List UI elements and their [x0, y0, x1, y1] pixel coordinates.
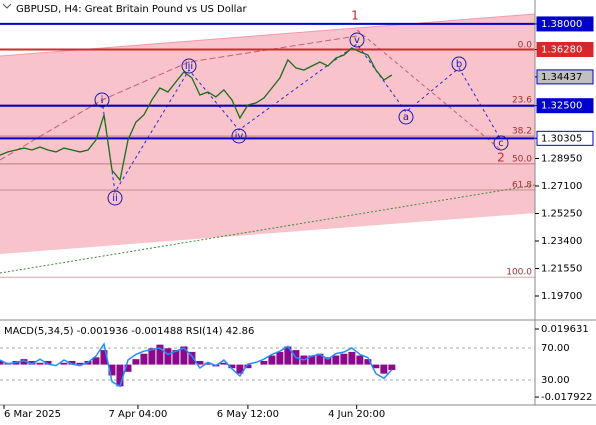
y-tick-label: 1.38000: [541, 19, 582, 30]
wave-label: iv: [235, 131, 244, 142]
y-tick-label: 1.36280: [541, 45, 582, 56]
wave-circle: [398, 109, 414, 125]
macd-bar: [140, 353, 148, 365]
macd-bar: [92, 357, 100, 365]
macd-bar: [380, 364, 388, 374]
macd-tick-label: -0.017922: [541, 392, 592, 403]
macd-bar: [60, 362, 68, 365]
macd-bar: [260, 360, 268, 365]
wave-circle: [231, 128, 247, 144]
wave-circle: [349, 32, 365, 48]
macd-bar: [188, 351, 196, 365]
wave-label: a: [403, 112, 409, 123]
macd-bar: [100, 350, 108, 365]
y-tick-label: 1.30305: [541, 133, 582, 144]
x-tick-label: 6 Mar 2025: [4, 409, 61, 420]
macd-bar: [276, 351, 284, 365]
macd-bar: [308, 355, 316, 365]
wave-label: 2: [497, 151, 505, 165]
fib-label: 23.6: [512, 95, 532, 105]
channel: [0, 14, 535, 254]
price-label-box: [536, 98, 594, 114]
rsi-line: [0, 342, 393, 388]
wave-circle: [451, 56, 467, 72]
fib-label: 100.0: [506, 268, 532, 278]
macd-bar: [204, 362, 212, 365]
wave-label: c: [498, 138, 504, 149]
macd-bar: [124, 364, 132, 372]
macd-bar: [388, 364, 396, 371]
wave-label: v: [354, 35, 360, 46]
fib-label: 0.0: [518, 40, 533, 50]
macd-bar: [332, 355, 340, 365]
macd-bar: [220, 362, 228, 365]
price-label-box: [536, 42, 594, 58]
price-label-box: [536, 16, 594, 32]
wave-circle: [181, 58, 197, 74]
macd-bar: [180, 346, 188, 365]
macd-bar: [244, 364, 252, 369]
wave-circle: [107, 190, 123, 206]
macd-bar: [44, 360, 52, 365]
wave-circle: [94, 92, 110, 108]
macd-bar: [348, 351, 356, 365]
macd-bar: [108, 364, 116, 376]
macd-bar: [164, 348, 172, 365]
wave-label: ii: [112, 193, 118, 204]
y-tick-label: 1.28950: [541, 153, 582, 164]
chart-title: GBPUSD, H4: Great Britain Pound vs US Do…: [16, 4, 248, 15]
y-tick-label: 1.19700: [541, 291, 582, 302]
y-tick-label: 1.32500: [541, 101, 582, 112]
macd-bar: [76, 362, 84, 365]
y-tick-label: 1.34437: [541, 72, 582, 83]
macd-bar: [316, 353, 324, 365]
wave-label: 1: [351, 9, 359, 23]
macd-bar: [156, 344, 164, 365]
macd-bar: [340, 353, 348, 365]
macd-bar: [28, 360, 36, 365]
y-tick-label: 1.27100: [541, 181, 582, 192]
wave-label: b: [456, 59, 462, 70]
wave-label: i: [101, 95, 104, 106]
macd-bar: [356, 355, 364, 365]
title-icon: [2, 3, 12, 9]
macd-bar: [228, 364, 236, 369]
macd-bar: [324, 357, 332, 365]
macd-bar: [284, 346, 292, 365]
wave-path: [101, 43, 502, 194]
price-label-box: [536, 69, 594, 85]
macd-bar: [172, 350, 180, 365]
price-line: [0, 47, 393, 182]
x-tick-label: 7 Apr 04:00: [109, 409, 168, 420]
macd-bar: [0, 360, 4, 365]
fib-label: 38.2: [512, 127, 532, 137]
macd-bar: [36, 362, 44, 365]
macd-bar: [132, 359, 140, 365]
macd-bar: [68, 360, 76, 365]
fib-label: 50.0: [512, 154, 532, 164]
fib-label: 61.8: [512, 180, 532, 190]
macd-bar: [268, 355, 276, 365]
wave-label: iii: [185, 61, 193, 72]
rsi-tick-label: 70.00: [541, 343, 570, 354]
indicator-title: MACD(5,34,5) -0.001936 -0.001488 RSI(14)…: [4, 326, 254, 337]
x-tick-label: 4 Jun 20:00: [328, 409, 385, 420]
y-tick-label: 1.23400: [541, 236, 582, 247]
x-tick-label: 6 May 12:00: [217, 409, 279, 420]
wave-circle: [493, 135, 509, 151]
macd-bar: [364, 359, 372, 365]
price-label-box: [536, 130, 594, 146]
y-tick-label: 1.21550: [541, 263, 582, 274]
macd-bar: [116, 364, 124, 387]
macd-tick-label: 0.019631: [541, 324, 589, 335]
y-tick-label: 1.25250: [541, 208, 582, 219]
macd-bar: [148, 348, 156, 365]
macd-bar: [372, 364, 380, 369]
macd-bar: [236, 364, 244, 374]
rsi-tick-label: 30.00: [541, 375, 570, 386]
macd-bar: [196, 360, 204, 365]
macd-bar: [20, 359, 28, 365]
